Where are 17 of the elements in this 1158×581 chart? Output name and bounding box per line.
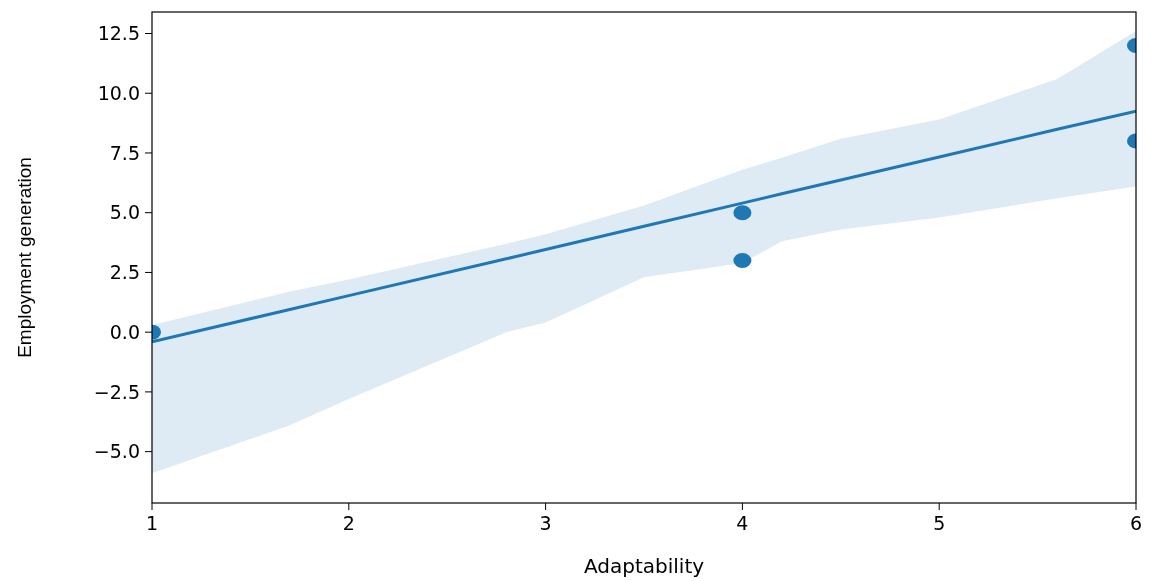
y-tick-label: 0.0 <box>109 320 140 343</box>
x-axis-title: Adaptability <box>583 554 705 578</box>
x-tick-label: 3 <box>539 512 552 534</box>
y-tick-label: −2.5 <box>93 380 140 403</box>
x-tick-label: 2 <box>342 512 355 534</box>
y-tick-label: −5.0 <box>93 440 140 463</box>
x-tick-label: 5 <box>933 512 946 534</box>
y-axis-title: Employment generation <box>14 157 35 358</box>
y-tick-label: 2.5 <box>109 261 140 284</box>
line-series <box>152 109 1136 344</box>
y-tick-label: 12.5 <box>97 22 140 45</box>
x-tick-label: 6 <box>1129 512 1143 534</box>
x-tick-label: 1 <box>145 512 159 534</box>
y-tick-label: 7.5 <box>109 141 140 164</box>
y-tick-label: 5.0 <box>109 201 140 224</box>
y-tick-label: 10.0 <box>97 81 140 104</box>
x-tick-label: 4 <box>736 512 749 534</box>
